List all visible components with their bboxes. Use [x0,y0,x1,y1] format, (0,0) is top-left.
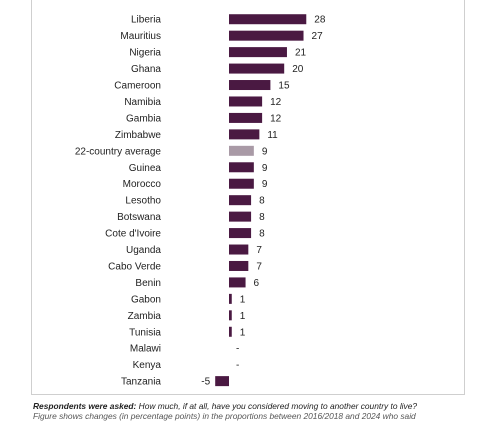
category-label: Lesotho [125,196,161,207]
category-label: Gambia [126,113,161,124]
footnote: Respondents were asked: How much, if at … [33,401,473,421]
category-label: Guinea [129,163,162,174]
bar [215,376,229,387]
bar [229,244,249,255]
bar [229,14,307,25]
category-label: Benin [135,278,161,289]
value-label: 9 [262,179,268,190]
category-label: Cabo Verde [108,261,161,272]
category-label: Zimbabwe [115,130,162,141]
value-label: 6 [254,278,260,289]
bar [229,96,263,107]
category-label: Liberia [131,15,161,26]
bar [229,326,232,337]
value-label: 9 [262,163,268,174]
bar [229,47,287,58]
value-label: 12 [270,97,282,108]
bar [229,162,254,173]
chart-frame [31,0,465,395]
value-label: 9 [262,146,268,157]
value-label: - [236,344,239,355]
category-label: Kenya [133,360,162,371]
value-label: 8 [259,229,265,240]
category-label: Mauritius [120,31,161,42]
value-label: 1 [240,311,246,322]
category-label: Botswana [117,212,161,223]
bar [229,195,252,206]
value-label: 28 [314,15,326,26]
bar [229,178,254,189]
bar [229,228,252,239]
category-label: Ghana [131,64,161,75]
bar-chart: Liberia 28 Mauritius 27 Nigeria 21 Ghana 20 Came… [75,14,326,388]
value-label: 1 [240,327,246,338]
category-label: Morocco [123,179,162,190]
bar [229,112,263,123]
category-label: Namibia [124,97,161,108]
value-label: 7 [256,261,262,272]
category-label: Nigeria [129,48,161,59]
value-label: 8 [259,212,265,223]
bar [229,260,249,271]
category-label: Zambia [128,311,162,322]
bar [229,277,246,288]
footnote-question-label: Respondents were asked: [33,401,137,411]
value-label: 21 [295,48,307,59]
value-label: 27 [312,31,324,42]
bar [229,145,254,156]
value-label: 11 [267,130,278,141]
value-label: 8 [259,196,265,207]
value-label: 12 [270,113,282,124]
bar [229,30,304,41]
category-label: Tanzania [121,377,161,388]
value-label: 1 [240,294,246,305]
value-label: 7 [256,245,262,256]
value-label: - [236,360,239,371]
bar [229,211,252,222]
category-label: Tunisia [129,327,161,338]
category-label: Cameroon [114,81,161,92]
category-label: Cote d'Ivoire [105,229,161,240]
value-label: -5 [201,377,210,388]
footnote-description: Figure shows changes (in percentage poin… [33,411,416,421]
category-label: Malawi [130,344,161,355]
value-label: 20 [292,64,304,75]
footnote-question-text: How much, if at all, have you considered… [136,401,418,411]
category-label: 22-country average [75,146,162,157]
value-label: 15 [278,81,290,92]
bar [229,80,271,91]
bar [229,129,260,140]
bar [229,63,285,74]
category-label: Uganda [126,245,161,256]
bar [229,310,232,321]
category-label: Gabon [131,294,161,305]
bar [229,293,232,304]
